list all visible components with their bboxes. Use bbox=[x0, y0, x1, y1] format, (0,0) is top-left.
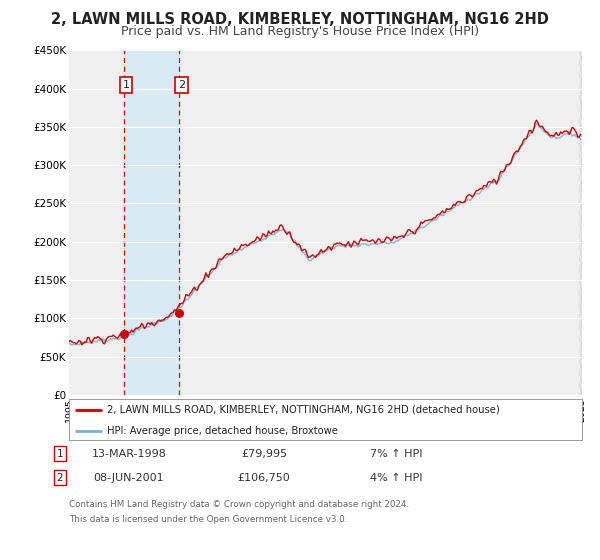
Text: 2: 2 bbox=[178, 80, 185, 90]
Text: £106,750: £106,750 bbox=[238, 473, 290, 483]
Text: 1: 1 bbox=[122, 80, 130, 90]
Text: 08-JUN-2001: 08-JUN-2001 bbox=[94, 473, 164, 483]
Text: 1: 1 bbox=[56, 449, 64, 459]
Text: 2, LAWN MILLS ROAD, KIMBERLEY, NOTTINGHAM, NG16 2HD (detached house): 2, LAWN MILLS ROAD, KIMBERLEY, NOTTINGHA… bbox=[107, 405, 500, 415]
Text: HPI: Average price, detached house, Broxtowe: HPI: Average price, detached house, Brox… bbox=[107, 426, 338, 436]
Text: Contains HM Land Registry data © Crown copyright and database right 2024.: Contains HM Land Registry data © Crown c… bbox=[69, 500, 409, 509]
Text: 2: 2 bbox=[56, 473, 64, 483]
Text: This data is licensed under the Open Government Licence v3.0.: This data is licensed under the Open Gov… bbox=[69, 515, 347, 524]
Text: £79,995: £79,995 bbox=[241, 449, 287, 459]
Text: 13-MAR-1998: 13-MAR-1998 bbox=[92, 449, 166, 459]
Bar bbox=[581, 50, 582, 395]
Text: Price paid vs. HM Land Registry's House Price Index (HPI): Price paid vs. HM Land Registry's House … bbox=[121, 25, 479, 38]
Text: 2, LAWN MILLS ROAD, KIMBERLEY, NOTTINGHAM, NG16 2HD: 2, LAWN MILLS ROAD, KIMBERLEY, NOTTINGHA… bbox=[51, 12, 549, 27]
Text: 7% ↑ HPI: 7% ↑ HPI bbox=[370, 449, 422, 459]
Text: 4% ↑ HPI: 4% ↑ HPI bbox=[370, 473, 422, 483]
Bar bbox=[124, 50, 179, 395]
